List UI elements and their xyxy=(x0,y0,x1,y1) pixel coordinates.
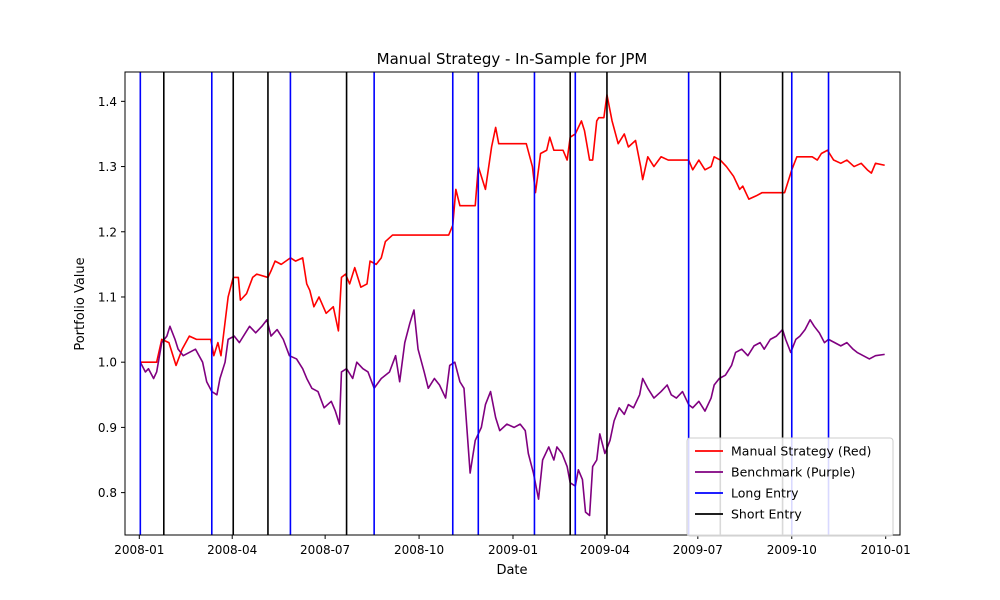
legend-box xyxy=(686,437,894,537)
y-tick-label: 1.4 xyxy=(98,95,117,109)
x-tick-label: 2009-01 xyxy=(488,543,538,557)
legend-label-long-entry: Long Entry xyxy=(731,486,799,501)
x-axis-label: Date xyxy=(496,563,527,578)
legend-label-manual-strategy-red: Manual Strategy (Red) xyxy=(731,444,871,459)
series-line-manual-strategy xyxy=(140,94,885,367)
y-tick-label: 0.9 xyxy=(98,421,117,435)
series-line-benchmark xyxy=(139,309,885,517)
x-tick-label: 2009-10 xyxy=(767,543,817,557)
chart-title: Manual Strategy - In-Sample for JPM xyxy=(377,50,648,68)
legend: Manual Strategy (Red) Benchmark (Purple) L… xyxy=(686,437,894,537)
y-tick-label: 1.0 xyxy=(98,356,117,370)
x-tick-label: 2008-01 xyxy=(114,543,164,557)
y-tick-label: 1.2 xyxy=(98,225,117,239)
y-tick-label: 0.8 xyxy=(98,486,117,500)
x-tick-label: 2009-07 xyxy=(673,543,723,557)
x-tick-label: 2008-07 xyxy=(300,543,350,557)
x-tick-label: 2008-04 xyxy=(207,543,257,557)
y-tick-label: 1.3 xyxy=(98,160,117,174)
axes-frame xyxy=(124,71,901,536)
y-axis-label: Portfolio Value xyxy=(73,257,88,350)
legend-label-benchmark-purple: Benchmark (Purple) xyxy=(731,465,855,480)
legend-label-short-entry: Short Entry xyxy=(731,507,802,522)
y-tick-label: 1.1 xyxy=(98,290,117,304)
x-tick-label: 2009-04 xyxy=(580,543,630,557)
x-tick-label: 2010-01 xyxy=(861,543,911,557)
x-tick-label: 2008-10 xyxy=(394,543,444,557)
